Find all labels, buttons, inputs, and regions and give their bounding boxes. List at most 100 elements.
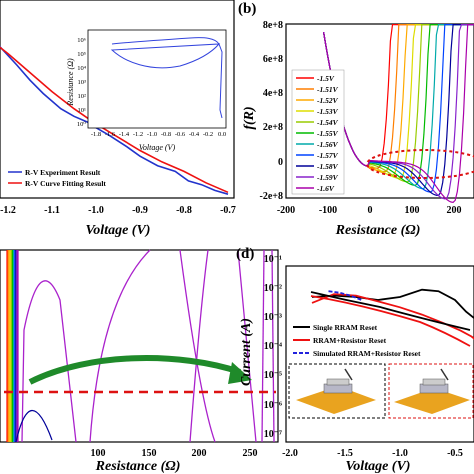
panel-b-xticks: -200 -100 0 100 200 — [277, 205, 462, 216]
inset-frame — [87, 29, 227, 129]
electrode-left — [296, 386, 376, 414]
series-line — [271, 249, 275, 443]
ytick-label: 10⁻⁷ — [264, 429, 282, 440]
panel-a: -1.2 -1.1 -1.0 -0.9 -0.8 -0.7 Voltage (V… — [0, 0, 236, 238]
series-line-return — [310, 295, 471, 347]
xtick-label: 100 — [91, 448, 106, 459]
legend-box — [291, 69, 345, 195]
inset-ytick-label: 10⁰ — [77, 121, 87, 128]
series-line — [311, 293, 474, 340]
series-line — [323, 24, 474, 204]
xtick-label: -200 — [277, 205, 295, 216]
xtick-label: 200 — [192, 448, 207, 459]
series-line — [261, 249, 265, 443]
legend-entry: -1.51V — [317, 85, 339, 94]
inset-ytick-label: 10⁴ — [77, 65, 87, 72]
legend-entry: -1.6V — [317, 184, 335, 193]
panel-a-inset: -1.8 -1.6 -1.4 -1.2 -1.0 -0.8 -0.6 -0.4 -0.2 0.0 1… — [66, 29, 227, 152]
series-line — [189, 249, 209, 443]
series-line — [237, 249, 257, 443]
series-line — [89, 249, 151, 443]
legend-fit: R-V Curve Fitting Result — [25, 179, 106, 188]
inset-xtick-label: 0.0 — [218, 131, 226, 138]
device-top-left — [326, 378, 350, 386]
legend-entry: -1.53V — [317, 107, 339, 116]
inset-ytick-label: 10¹ — [78, 107, 87, 114]
device-stack-right — [419, 383, 449, 394]
xtick-label: 250 — [243, 448, 258, 459]
panel-a-frame — [0, 0, 235, 199]
panel-c: 100 150 200 250 Resistance (Ω) — [0, 249, 279, 474]
xtick-label: 200 — [447, 205, 462, 216]
panel-c-xticks: 100 150 200 250 — [91, 448, 258, 459]
xtick-label: -1.0 — [392, 448, 408, 459]
legend-experiment: R-V Experiment Result — [25, 168, 101, 177]
inset-ytick-label: 10³ — [78, 79, 87, 86]
inset-ylabel: Resistance (Ω) — [66, 58, 75, 107]
panel-b-curves — [323, 24, 474, 204]
panel-d-xlabel: Voltage (V) — [346, 459, 411, 474]
xtick-label: -0.8 — [176, 205, 192, 216]
device-top-right — [422, 378, 446, 386]
xtick-label: -0.5 — [447, 448, 463, 459]
inset-xtick-label: -1.2 — [133, 131, 143, 138]
panel-a-xticks: -1.2 -1.1 -1.0 -0.9 -0.8 -0.7 — [0, 205, 236, 216]
inset-xtick-label: -1.8 — [91, 131, 101, 138]
ytick-label: 2e+8 — [263, 122, 283, 133]
ytick-label: 8e+8 — [263, 20, 283, 31]
panel-c-frame — [0, 249, 279, 443]
inset-xtick-label: -0.6 — [175, 131, 186, 138]
xtick-label: -1.0 — [88, 205, 104, 216]
legend-simulated: Simulated RRAM+Resistor Reset — [313, 349, 421, 358]
legend-entry: -1.58V — [317, 162, 339, 171]
xtick-label: -0.7 — [220, 205, 236, 216]
legend-entry: -1.59V — [317, 173, 339, 182]
legend-resistor: RRAM+Resistor Reset — [313, 336, 387, 345]
ytick-label: 10⁻¹ — [264, 254, 282, 265]
panel-a-plot-area — [0, 45, 229, 195]
xtick-label: 0 — [368, 205, 373, 216]
legend-entry: -1.54V — [317, 118, 339, 127]
panel-b-yticks: 8e+8 6e+8 4e+8 2e+8 0 -2e+8 — [260, 20, 283, 202]
legend-entry: -1.56V — [317, 140, 339, 149]
panel-d-xticks: -2.0 -1.5 -1.0 -0.5 — [282, 448, 463, 459]
panel-b-label: (b) — [238, 1, 256, 17]
xtick-label: -2.0 — [282, 448, 298, 459]
series-line-experiment — [0, 45, 229, 195]
inset-curve — [110, 37, 223, 119]
inset-ytick-label: 10² — [78, 93, 87, 100]
series-line-return — [310, 291, 471, 331]
inset-ytick-label: 10⁶ — [77, 37, 86, 44]
inset-xtick-label: -0.2 — [203, 131, 213, 138]
xtick-label: -100 — [319, 205, 337, 216]
series-line-fit — [0, 46, 229, 194]
inset-xtick-label: -1.0 — [147, 131, 157, 138]
green-arrow-head — [228, 362, 252, 384]
panel-d: (d) Current (A) 10⁻¹ 10⁻² 10⁻³ 10⁻⁴ 10⁻⁵… — [236, 246, 474, 474]
xtick-label: -1.2 — [0, 205, 16, 216]
device-stack-left — [323, 383, 353, 394]
probe-right — [440, 368, 449, 381]
inset-ytick-label: 10⁵ — [77, 51, 86, 58]
probe-left — [344, 368, 353, 381]
ytick-label: 10⁻² — [264, 283, 282, 294]
ytick-label: -2e+8 — [260, 191, 283, 202]
series-line — [21, 280, 77, 443]
legend-single: Single RRAM Reset — [313, 323, 378, 332]
electrode-right — [394, 388, 470, 414]
ytick-label: 0 — [278, 157, 283, 168]
green-arrow-body — [28, 355, 241, 385]
panel-b: (b) f(R) 8e+8 6e+8 4e+8 2e+8 0 -2e+8 -20… — [238, 1, 474, 238]
xtick-label: -1.1 — [44, 205, 60, 216]
ytick-label: 10⁻³ — [264, 312, 282, 323]
ytick-label: 6e+8 — [263, 54, 283, 65]
inset-xtick-label: -1.6 — [105, 131, 116, 138]
ytick-label: 10⁻⁴ — [264, 341, 282, 352]
legend-entry: -1.52V — [317, 96, 339, 105]
panel-b-ylabel: f(R) — [242, 106, 257, 129]
panel-c-curves — [6, 249, 275, 443]
series-line — [311, 288, 474, 320]
highlight-ellipse — [366, 149, 474, 179]
series-line — [15, 409, 53, 443]
